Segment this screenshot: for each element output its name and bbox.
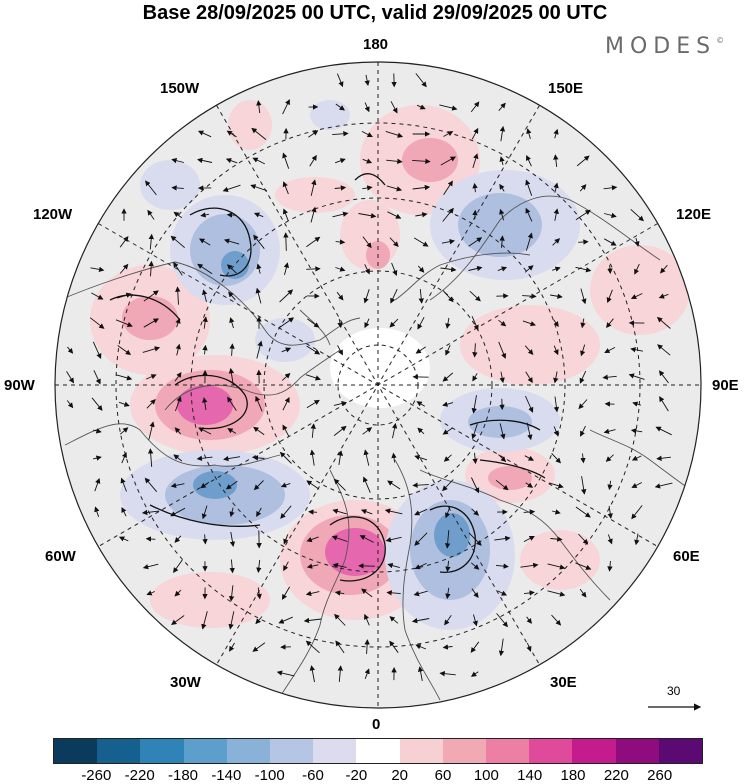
colorbar-swatch xyxy=(140,739,183,763)
colorbar-tick-label: -260 xyxy=(81,767,111,784)
colorbar-tick-label: 260 xyxy=(647,767,672,784)
wind-vector xyxy=(286,233,287,251)
colorbar-swatch xyxy=(270,739,313,763)
colorbar-tick-label: 20 xyxy=(391,767,408,784)
positive-anomaly xyxy=(228,100,272,150)
colorbar xyxy=(53,738,703,764)
longitude-label-120w: 120W xyxy=(33,206,72,223)
colorbar-tick-label: 60 xyxy=(435,767,452,784)
colorbar-swatch xyxy=(227,739,270,763)
colorbar-tick-label: -140 xyxy=(211,767,241,784)
longitude-label-30e: 30E xyxy=(550,674,577,691)
wind-reference-label: 30 xyxy=(667,684,680,698)
longitude-label-90w: 90W xyxy=(4,377,35,394)
colorbar-tick-label: 220 xyxy=(604,767,629,784)
colorbar-tick-label: -60 xyxy=(302,767,324,784)
negative-anomaly xyxy=(468,406,532,438)
colorbar-tick-label: 140 xyxy=(517,767,542,784)
colorbar-tick-label: -180 xyxy=(168,767,198,784)
longitude-label-150w: 150W xyxy=(160,80,199,97)
colorbar-swatch xyxy=(313,739,356,763)
colorbar-tick-label: 100 xyxy=(474,767,499,784)
longitude-label-150e: 150E xyxy=(548,80,583,97)
longitude-label-60w: 60W xyxy=(45,548,76,565)
longitude-label-120e: 120E xyxy=(676,206,711,223)
longitude-label-60e: 60E xyxy=(673,548,700,565)
negative-anomaly xyxy=(255,318,315,362)
colorbar-swatch xyxy=(184,739,227,763)
colorbar-tick-label: 180 xyxy=(560,767,585,784)
colorbar-swatch xyxy=(572,739,615,763)
wind-vector xyxy=(309,512,317,513)
colorbar-tick-label: -100 xyxy=(255,767,285,784)
longitude-label-90e: 90E xyxy=(712,377,739,394)
colorbar-swatch xyxy=(616,739,659,763)
polar-cap xyxy=(330,328,430,408)
wind-vector xyxy=(306,269,320,270)
positive-anomaly xyxy=(122,296,178,340)
negative-anomaly xyxy=(190,214,260,286)
negative-anomaly xyxy=(310,100,350,130)
positive-anomaly xyxy=(150,572,270,628)
wind-vector xyxy=(578,242,588,243)
wind-vector xyxy=(610,265,611,273)
colorbar-swatch xyxy=(529,739,572,763)
colorbar-swatch xyxy=(486,739,529,763)
positive-anomaly xyxy=(460,305,600,385)
colorbar-swatch xyxy=(659,739,702,763)
longitude-label-180: 180 xyxy=(363,36,388,53)
colorbar-swatch xyxy=(443,739,486,763)
negative-anomaly xyxy=(193,471,237,499)
wind-vector xyxy=(475,211,476,220)
colorbar-swatch xyxy=(54,739,97,763)
colorbar-swatch xyxy=(356,739,399,763)
longitude-label-30w: 30W xyxy=(170,674,201,691)
longitude-label-0: 0 xyxy=(372,716,380,733)
wind-vector xyxy=(147,539,156,540)
colorbar-tick-label: -20 xyxy=(345,767,367,784)
colorbar-swatch xyxy=(97,739,140,763)
wind-vector xyxy=(228,215,237,216)
colorbar-tick-label: -220 xyxy=(125,767,155,784)
colorbar-swatch xyxy=(400,739,443,763)
positive-anomaly xyxy=(325,528,385,576)
